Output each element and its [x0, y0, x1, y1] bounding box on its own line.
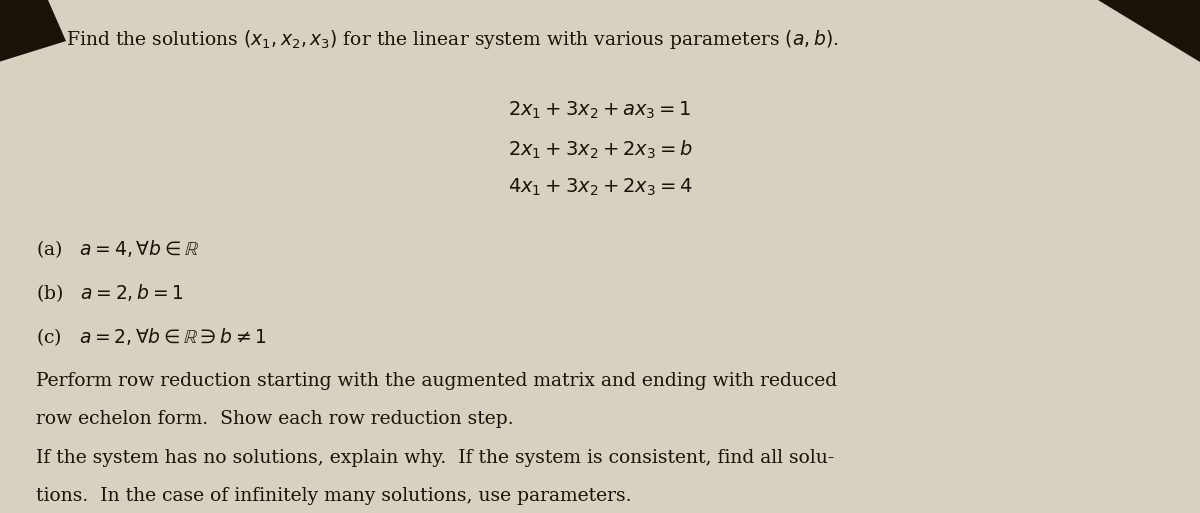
Text: $4x_1 + 3x_2 + 2x_3 = 4$: $4x_1 + 3x_2 + 2x_3 = 4$	[508, 177, 692, 199]
Text: (c)   $a = 2, \forall b \in \mathbb{R} \ni b \neq 1$: (c) $a = 2, \forall b \in \mathbb{R} \ni…	[36, 326, 266, 348]
Text: $2x_1 + 3x_2 + ax_3 = 1$: $2x_1 + 3x_2 + ax_3 = 1$	[509, 100, 691, 122]
Text: row echelon form.  Show each row reduction step.: row echelon form. Show each row reductio…	[36, 410, 514, 428]
Text: Perform row reduction starting with the augmented matrix and ending with reduced: Perform row reduction starting with the …	[36, 372, 838, 390]
Text: If the system has no solutions, explain why.  If the system is consistent, find : If the system has no solutions, explain …	[36, 449, 834, 467]
Text: Find the solutions $(x_1, x_2, x_3)$ for the linear system with various paramete: Find the solutions $(x_1, x_2, x_3)$ for…	[66, 28, 839, 51]
Text: $2x_1 + 3x_2 + 2x_3 = b$: $2x_1 + 3x_2 + 2x_3 = b$	[508, 139, 692, 161]
Text: (b)   $a = 2, b = 1$: (b) $a = 2, b = 1$	[36, 282, 184, 304]
Polygon shape	[1098, 0, 1200, 62]
Text: (a)   $a = 4, \forall b \in \mathbb{R}$: (a) $a = 4, \forall b \in \mathbb{R}$	[36, 239, 199, 261]
Polygon shape	[0, 0, 66, 62]
Text: tions.  In the case of infinitely many solutions, use parameters.: tions. In the case of infinitely many so…	[36, 487, 631, 505]
